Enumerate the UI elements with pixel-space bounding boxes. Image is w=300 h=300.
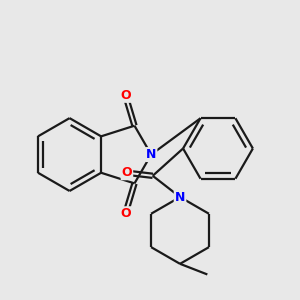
Text: O: O	[120, 207, 131, 220]
Text: N: N	[146, 148, 156, 161]
Text: O: O	[120, 89, 131, 102]
Text: O: O	[122, 166, 132, 179]
Text: N: N	[175, 190, 185, 204]
Text: N: N	[175, 190, 185, 204]
